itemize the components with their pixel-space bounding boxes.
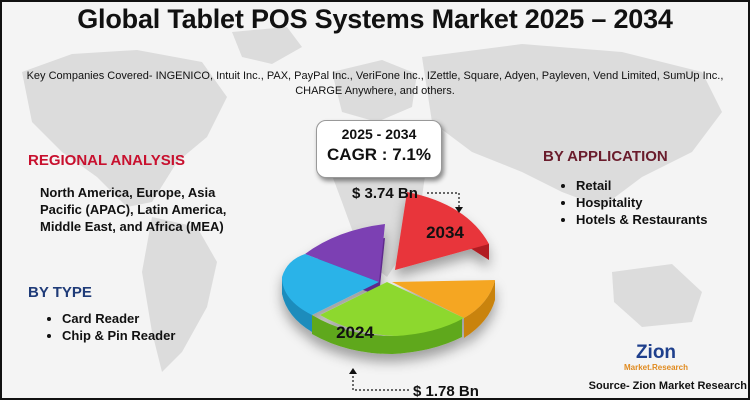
callout-arrow-2034 xyxy=(455,207,463,213)
logo-main-text: Zion xyxy=(635,342,677,363)
pie-slice-purple-top xyxy=(305,224,385,282)
list-item: Hospitality xyxy=(576,194,716,211)
slice-label-2024: 2024 xyxy=(336,323,374,342)
data-label-2034: $ 3.74 Bn xyxy=(352,185,418,202)
pie-slice-blue-top xyxy=(282,254,379,315)
pie-slice-2034-top xyxy=(395,192,489,270)
pie-slice-orange-top xyxy=(392,280,495,318)
callout-line-2034 xyxy=(427,192,460,209)
list-item: Card Reader xyxy=(62,310,202,327)
slice-label-2034: 2034 xyxy=(426,223,464,242)
callout-arrow-2024 xyxy=(349,368,357,374)
regional-analysis-text: North America, Europe, Asia Pacific (APA… xyxy=(40,185,227,234)
list-item: Retail xyxy=(576,177,716,194)
logo-sub-text: Market.Research xyxy=(623,363,689,372)
pie-slice-2024-side xyxy=(312,315,462,354)
data-label-2024: $ 1.78 Bn xyxy=(413,383,479,400)
pie-slice-2024-top xyxy=(320,282,464,336)
page-title: Global Tablet POS Systems Market 2025 – … xyxy=(77,4,673,34)
by-application-list: Retail Hospitality Hotels & Restaurants xyxy=(558,177,716,228)
source-text: Source- Zion Market Research xyxy=(588,380,747,392)
zion-logo: Zion Market.Research xyxy=(620,342,692,373)
by-application-title: BY APPLICATION xyxy=(543,148,668,165)
cagr-value: CAGR : 7.1% xyxy=(327,145,431,164)
by-type-list: Card Reader Chip & Pin Reader xyxy=(44,310,202,344)
market-pie-chart: 2034 2024 $ 3.74 Bn $ 1.78 Bn xyxy=(282,185,495,400)
list-item: Hotels & Restaurants xyxy=(576,211,716,228)
cagr-years: 2025 - 2034 xyxy=(341,126,417,142)
pie-slice-orange-side xyxy=(464,280,495,338)
key-companies-text: Key Companies Covered- INGENICO, Intuit … xyxy=(26,70,724,97)
list-item: Chip & Pin Reader xyxy=(62,327,202,344)
regional-analysis-title: REGIONAL ANALYSIS xyxy=(28,152,185,169)
by-type-title: BY TYPE xyxy=(28,284,92,301)
callout-line-2024 xyxy=(352,372,409,391)
cagr-box: 2025 - 2034 CAGR : 7.1% xyxy=(316,120,442,178)
